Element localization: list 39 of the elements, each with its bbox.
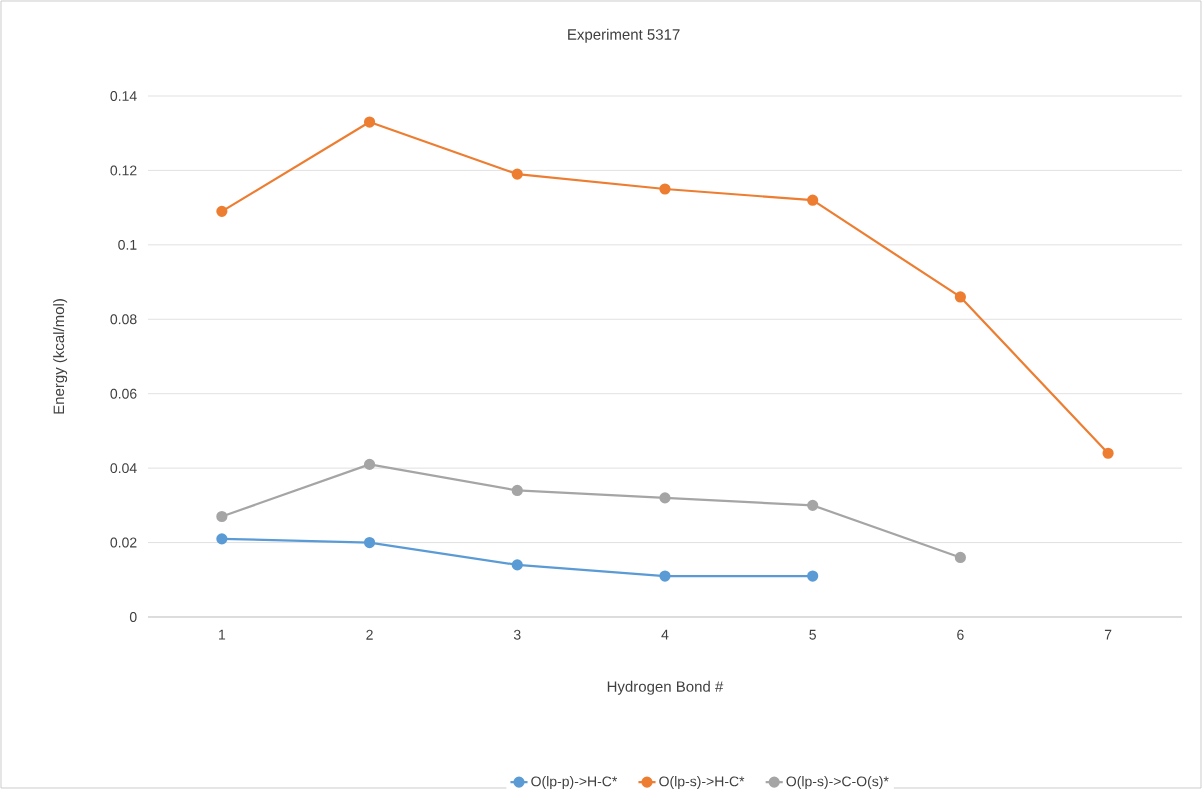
point: [954, 551, 966, 564]
y-tick-label: 0: [129, 612, 137, 622]
point: [659, 570, 671, 582]
y-tick-label: 0.1: [118, 239, 137, 250]
legend-label: O(lp-s)->H-C*: [659, 776, 745, 789]
y-axis-title: Energy (kcal/mol): [53, 299, 68, 414]
point: [216, 510, 228, 523]
point: [511, 168, 523, 180]
x-axis-title: Hydrogen Bond #: [607, 680, 724, 695]
y-tick-label: 0.04: [110, 463, 137, 474]
x-tick-label: 5: [809, 629, 816, 640]
y-tick-label: 0.02: [110, 537, 137, 548]
x-tick-label: 7: [1104, 629, 1112, 640]
y-tick-label: 0.08: [110, 314, 137, 325]
point: [659, 183, 671, 195]
y-tick-label: 0.14: [110, 91, 137, 101]
x-tick-label: 4: [661, 629, 669, 640]
point: [511, 559, 523, 571]
point: [363, 536, 376, 549]
y-tick-label: 0.12: [110, 165, 137, 176]
point: [216, 205, 228, 217]
point: [216, 533, 228, 545]
x-tick-label: 2: [366, 629, 373, 640]
x-tick-label: 6: [957, 629, 964, 640]
legend-label: O(lp-s)->C-O(s)*: [786, 776, 889, 789]
point: [807, 194, 819, 206]
legend-label: O(lp-p)->H-C*: [531, 776, 618, 789]
point: [807, 499, 819, 511]
point: [1102, 447, 1114, 459]
x-tick-label: 1: [219, 629, 226, 640]
x-tick-label: 3: [513, 629, 521, 640]
point: [954, 291, 966, 303]
point: [807, 570, 819, 582]
point: [363, 116, 376, 128]
y-tick-label: 0.06: [110, 388, 137, 399]
point: [363, 458, 376, 471]
point: [659, 492, 671, 504]
chart-title: Experiment 5317: [568, 28, 680, 43]
point: [511, 484, 523, 497]
